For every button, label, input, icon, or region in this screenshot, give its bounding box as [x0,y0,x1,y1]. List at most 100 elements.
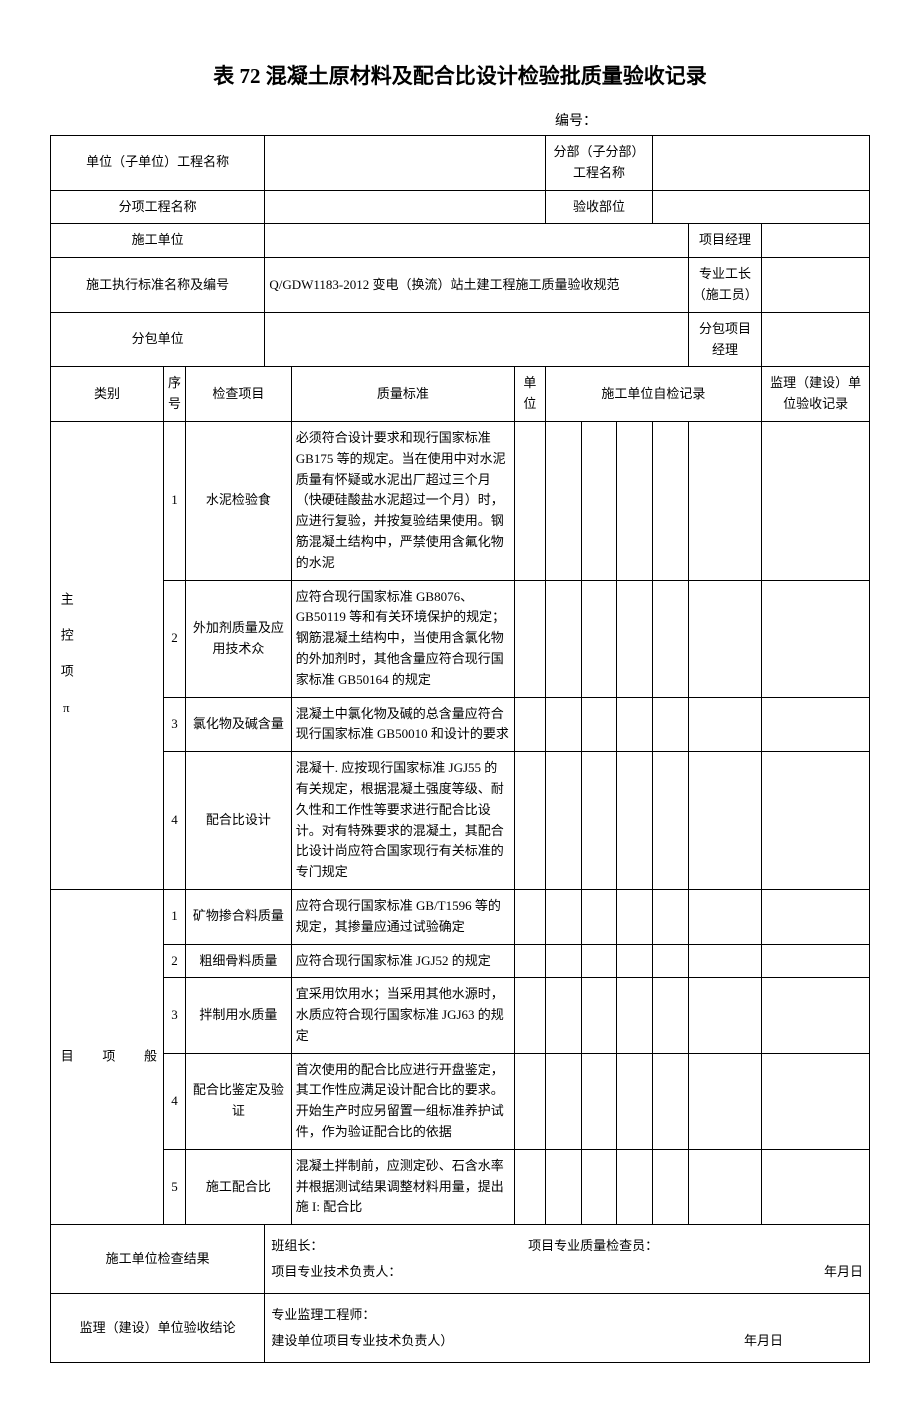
subsection-value[interactable] [653,136,870,191]
row-item: 粗细骨料质量 [186,944,292,978]
row-check[interactable] [617,697,653,752]
row-check[interactable] [688,1053,761,1149]
row-unit[interactable] [515,889,546,944]
row-check[interactable] [581,1053,617,1149]
row-check[interactable] [617,1149,653,1224]
row-check[interactable] [688,944,761,978]
foreman-value[interactable] [762,258,870,313]
row-check[interactable] [653,1149,689,1224]
row-seq: 2 [163,944,185,978]
row-check[interactable] [688,697,761,752]
row-std: 应符合现行国家标准 GB/T1596 等的规定，其掺量应通过试验确定 [291,889,514,944]
document-title: 表 72 混凝土原材料及配合比设计检验批质量验收记录 [50,60,870,90]
row-check[interactable] [545,889,581,944]
row-check[interactable] [545,697,581,752]
check-result-content[interactable]: 班组长： 项目专业质量检查员： 项目专业技术负责人： 年月日 [265,1225,870,1294]
tech-leader-label: 项目专业技术负责人： [271,1259,401,1285]
row-check[interactable] [653,944,689,978]
row-check[interactable] [581,978,617,1053]
row-supervision[interactable] [762,421,870,580]
row-seq: 4 [163,752,185,890]
row-check[interactable] [653,1053,689,1149]
col-self-check: 施工单位自检记录 [545,367,762,422]
row-supervision[interactable] [762,752,870,890]
row-supervision[interactable] [762,1149,870,1224]
row-item: 氯化物及碱含量 [186,697,292,752]
build-leader-label: 建设单位项目专业技术负责人） [271,1328,453,1354]
row-unit[interactable] [515,978,546,1053]
row-check[interactable] [653,697,689,752]
row-check[interactable] [545,752,581,890]
row-check[interactable] [653,889,689,944]
team-leader-label: 班组长： [271,1233,323,1259]
row-check[interactable] [688,1149,761,1224]
subitem-value[interactable] [265,190,545,224]
row-check[interactable] [617,752,653,890]
row-check[interactable] [653,978,689,1053]
row-check[interactable] [617,944,653,978]
row-check[interactable] [545,978,581,1053]
row-check[interactable] [581,944,617,978]
row-check[interactable] [581,580,617,697]
row-check[interactable] [688,978,761,1053]
row-unit[interactable] [515,752,546,890]
row-check[interactable] [581,1149,617,1224]
row-check[interactable] [581,697,617,752]
row-unit[interactable] [515,421,546,580]
row-check[interactable] [688,580,761,697]
accept-part-value[interactable] [653,190,870,224]
serial-number-label: 编号： [555,110,870,130]
row-item: 矿物掺合料质量 [186,889,292,944]
subcontract-value[interactable] [265,312,688,367]
row-std: 应符合现行国家标准 GB8076、GB50119 等和有关环境保护的规定；钢筋混… [291,580,514,697]
row-check[interactable] [617,421,653,580]
row-supervision[interactable] [762,944,870,978]
row-unit[interactable] [515,697,546,752]
row-check[interactable] [617,1053,653,1149]
row-check[interactable] [545,944,581,978]
row-seq: 5 [163,1149,185,1224]
row-seq: 3 [163,978,185,1053]
row-check[interactable] [653,421,689,580]
row-supervision[interactable] [762,889,870,944]
supervision-result-content[interactable]: 专业监理工程师： 建设单位项目专业技术负责人） 年月日 [265,1294,870,1363]
row-check[interactable] [617,978,653,1053]
row-check[interactable] [688,889,761,944]
construct-unit-value[interactable] [265,224,688,258]
row-unit[interactable] [515,1149,546,1224]
pm-value[interactable] [762,224,870,258]
row-check[interactable] [688,421,761,580]
row-supervision[interactable] [762,697,870,752]
row-unit[interactable] [515,1053,546,1149]
row-seq: 2 [163,580,185,697]
row-supervision[interactable] [762,580,870,697]
category-general: 般 项 目 [51,889,164,1224]
row-std: 首次使用的配合比应进行开盘鉴定，其工作性应满足设计配合比的要求。开始生产时应另留… [291,1053,514,1149]
row-check[interactable] [545,1053,581,1149]
row-check[interactable] [545,580,581,697]
row-std: 应符合现行国家标准 JGJ52 的规定 [291,944,514,978]
col-check-item: 检查项目 [186,367,292,422]
row-std: 必须符合设计要求和现行国家标准 GB175 等的规定。当在使用中对水泥质量有怀疑… [291,421,514,580]
row-check[interactable] [545,421,581,580]
row-check[interactable] [688,752,761,890]
row-check[interactable] [617,580,653,697]
sub-pm-value[interactable] [762,312,870,367]
row-check[interactable] [581,421,617,580]
row-item: 水泥检验食 [186,421,292,580]
row-unit[interactable] [515,944,546,978]
accept-part-label: 验收部位 [545,190,653,224]
row-check[interactable] [581,752,617,890]
unit-project-value[interactable] [265,136,545,191]
row-check[interactable] [653,580,689,697]
row-seq: 4 [163,1053,185,1149]
row-check[interactable] [617,889,653,944]
row-unit[interactable] [515,580,546,697]
row-supervision[interactable] [762,1053,870,1149]
col-quality-std: 质量标准 [291,367,514,422]
row-supervision[interactable] [762,978,870,1053]
row-check[interactable] [581,889,617,944]
row-check[interactable] [545,1149,581,1224]
row-check[interactable] [653,752,689,890]
date-label: 年月日 [744,1328,783,1354]
